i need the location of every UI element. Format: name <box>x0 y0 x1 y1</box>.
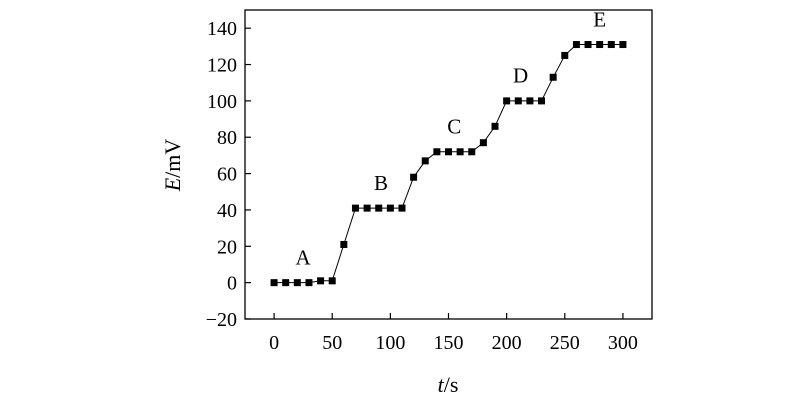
data-point <box>386 204 394 212</box>
x-axis-ticks: 0 50 100 150 200 250 300 <box>269 313 638 354</box>
x-axis-label-var: t <box>438 372 445 397</box>
data-point <box>363 204 371 212</box>
series-layer <box>270 41 627 287</box>
x-tick-label: 0 <box>269 332 279 354</box>
data-point <box>514 97 522 105</box>
data-point <box>398 204 406 212</box>
annotation-label: E <box>593 7 606 31</box>
data-point <box>479 139 487 147</box>
y-axis-label: E/mV <box>160 139 185 193</box>
data-point <box>410 173 418 181</box>
data-point <box>328 277 336 285</box>
y-axis-ticks: −20 0 20 40 60 80 100 120 140 <box>206 18 251 331</box>
y-axis-label-unit: /mV <box>160 139 185 178</box>
data-point <box>538 97 546 105</box>
y-tick-label: −20 <box>206 309 237 331</box>
data-point <box>282 279 290 287</box>
x-tick-label: 250 <box>550 332 580 354</box>
data-point <box>421 157 429 165</box>
data-point <box>305 279 313 287</box>
data-point <box>293 279 301 287</box>
data-point <box>270 279 278 287</box>
data-point <box>572 41 580 49</box>
data-point <box>503 97 511 105</box>
data-point <box>561 51 569 59</box>
data-point <box>433 148 441 156</box>
y-tick-label: 140 <box>207 18 237 40</box>
data-point <box>351 204 359 212</box>
annotation-label: C <box>447 115 461 139</box>
y-tick-label: 80 <box>217 127 237 149</box>
x-tick-label: 300 <box>608 332 638 354</box>
data-point <box>375 204 383 212</box>
y-tick-label: 60 <box>217 164 237 186</box>
data-point <box>456 148 464 156</box>
x-axis-label: t/s <box>438 372 459 397</box>
data-point <box>596 41 604 49</box>
x-tick-label: 100 <box>375 332 405 354</box>
x-axis-label-unit: /s <box>444 372 459 397</box>
data-point <box>468 148 476 156</box>
y-axis-label-var: E <box>160 177 185 192</box>
data-point <box>317 277 325 285</box>
data-point <box>619 41 627 49</box>
data-point <box>340 240 348 248</box>
y-tick-label: 20 <box>217 236 237 258</box>
plot-frame <box>244 9 653 320</box>
annotation-label: A <box>296 245 312 269</box>
x-tick-label: 200 <box>492 332 522 354</box>
x-tick-label: 50 <box>322 332 342 354</box>
annotation-label: B <box>374 171 388 195</box>
y-tick-label: 100 <box>207 91 237 113</box>
y-tick-label: 120 <box>207 55 237 77</box>
y-tick-label: 0 <box>227 273 237 295</box>
data-point <box>549 73 557 81</box>
data-point <box>526 97 534 105</box>
annotations: A B C D E <box>296 7 607 269</box>
data-point <box>491 122 499 130</box>
x-tick-label: 150 <box>434 332 464 354</box>
annotation-label: D <box>513 64 528 88</box>
y-tick-label: 40 <box>217 200 237 222</box>
series-line <box>274 44 623 284</box>
data-point <box>607 41 615 49</box>
data-point <box>445 148 452 156</box>
data-point <box>584 41 592 49</box>
